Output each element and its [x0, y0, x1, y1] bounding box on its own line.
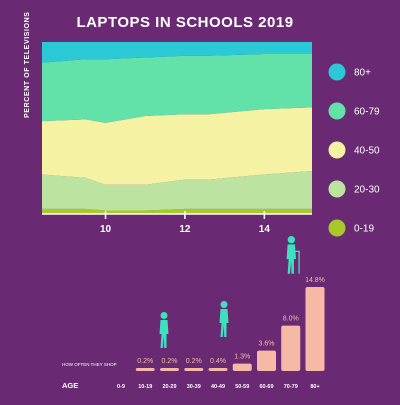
row-label: HOW OFTEN THEY SHOP — [62, 362, 117, 367]
category-label-4: 40-49 — [211, 384, 225, 390]
legend-label-4: 0-19 — [354, 224, 374, 235]
bar-2 — [160, 368, 179, 371]
area-series-3 — [42, 54, 312, 123]
bar-value-label-7: 8.0% — [283, 316, 299, 323]
legend-swatch-0 — [328, 63, 346, 81]
x-tick-label-1: 12 — [179, 224, 191, 235]
bar-5 — [232, 363, 252, 371]
legend-swatch-4 — [328, 219, 346, 237]
bar-value-label-3: 0.2% — [186, 358, 202, 365]
bar-value-label-6: 3.6% — [259, 341, 275, 348]
y-axis-label: PERCENT OF TELEVISIONS — [24, 11, 31, 118]
area-series-0 — [42, 208, 312, 214]
bar-7 — [281, 325, 301, 371]
bar-8 — [305, 287, 325, 371]
category-label-1: 10-19 — [138, 384, 152, 390]
area-series-2 — [42, 107, 312, 185]
area-series-1 — [42, 171, 312, 211]
legend-label-0: 80+ — [354, 68, 371, 79]
category-label-6: 60-69 — [259, 384, 273, 390]
bar-6 — [257, 350, 276, 371]
area-series-4 — [42, 42, 312, 63]
chart-title: LAPTOPS IN SCHOOLS 2019 — [76, 14, 294, 31]
age-axis-label: AGE — [62, 381, 78, 390]
category-label-8: 80+ — [310, 384, 319, 390]
legend-label-2: 40-50 — [354, 146, 380, 157]
category-label-5: 50-59 — [235, 384, 249, 390]
bar-value-label-4: 0.4% — [210, 358, 226, 365]
legend-swatch-2 — [328, 141, 346, 159]
bar-value-label-2: 0.2% — [162, 358, 178, 365]
bar-value-label-1: 0.2% — [137, 358, 153, 365]
category-label-7: 70-79 — [284, 384, 298, 390]
legend-label-1: 60-79 — [354, 107, 380, 118]
bar-4 — [208, 368, 228, 371]
x-tick-label-2: 14 — [259, 224, 271, 235]
person-elderly-icon — [286, 236, 300, 274]
bar-value-label-5: 1.3% — [234, 354, 250, 361]
category-label-2: 20-29 — [162, 384, 176, 390]
bar-value-label-8: 14.8% — [305, 277, 325, 284]
category-label-0: 0-9 — [117, 384, 125, 390]
category-label-3: 30-39 — [187, 384, 201, 390]
person-teen-icon — [159, 312, 169, 348]
x-tick-label-0: 10 — [100, 224, 112, 235]
legend-swatch-3 — [328, 180, 346, 198]
legend-label-3: 20-30 — [354, 185, 380, 196]
bar-1 — [135, 368, 155, 371]
legend-swatch-1 — [328, 102, 346, 120]
bar-3 — [184, 368, 204, 371]
person-adult-icon — [219, 301, 229, 337]
